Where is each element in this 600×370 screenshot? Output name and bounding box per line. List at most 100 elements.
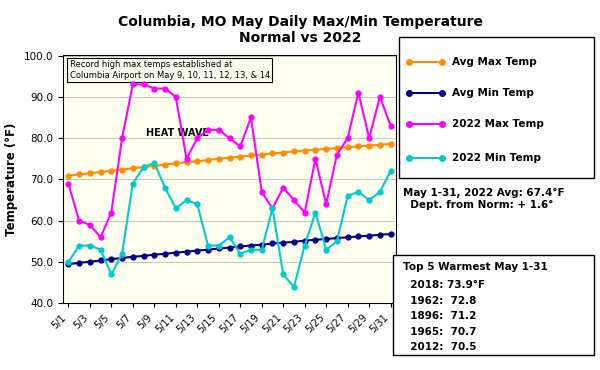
Text: 1962:  72.8: 1962: 72.8 bbox=[403, 296, 476, 306]
Avg Max Temp bbox=[269, 151, 276, 156]
2022 Min Temp bbox=[365, 198, 373, 202]
2022 Min Temp bbox=[183, 198, 190, 202]
2022 Min Temp bbox=[172, 206, 179, 211]
Avg Min Temp bbox=[118, 256, 125, 260]
FancyBboxPatch shape bbox=[399, 37, 594, 178]
2022 Max Temp bbox=[205, 128, 212, 132]
2022 Max Temp bbox=[161, 86, 169, 91]
2022 Min Temp bbox=[236, 252, 244, 256]
Avg Min Temp bbox=[355, 234, 362, 239]
Avg Max Temp bbox=[161, 162, 169, 167]
2022 Max Temp bbox=[129, 82, 136, 87]
Avg Max Temp bbox=[97, 170, 104, 174]
Avg Min Temp bbox=[334, 236, 341, 240]
2022 Min Temp bbox=[65, 260, 72, 264]
2022 Max Temp bbox=[334, 152, 341, 157]
Avg Min Temp bbox=[269, 241, 276, 246]
2022 Min Temp bbox=[151, 161, 158, 165]
Avg Max Temp bbox=[172, 161, 179, 165]
2022 Min Temp bbox=[194, 202, 201, 206]
Avg Max Temp bbox=[140, 165, 147, 169]
Avg Min Temp bbox=[205, 248, 212, 252]
2022 Max Temp bbox=[280, 185, 287, 190]
2022 Max Temp bbox=[258, 189, 265, 194]
Text: 2022 Min Temp: 2022 Min Temp bbox=[452, 153, 541, 163]
Avg Min Temp bbox=[151, 252, 158, 257]
Avg Max Temp bbox=[387, 142, 394, 146]
2022 Max Temp bbox=[76, 219, 83, 223]
Text: 1896:  71.2: 1896: 71.2 bbox=[403, 311, 476, 321]
2022 Max Temp bbox=[236, 144, 244, 149]
Text: Avg Max Temp: Avg Max Temp bbox=[452, 57, 536, 67]
Text: 2018: 73.9°F: 2018: 73.9°F bbox=[403, 280, 485, 290]
Avg Max Temp bbox=[334, 146, 341, 150]
2022 Max Temp bbox=[183, 157, 190, 161]
Line: Avg Max Temp: Avg Max Temp bbox=[66, 141, 393, 178]
Avg Min Temp bbox=[183, 249, 190, 254]
2022 Min Temp bbox=[76, 243, 83, 248]
Avg Min Temp bbox=[247, 243, 254, 248]
Avg Max Temp bbox=[312, 148, 319, 152]
Avg Max Temp bbox=[376, 142, 383, 147]
Avg Min Temp bbox=[387, 232, 394, 236]
2022 Max Temp bbox=[226, 136, 233, 140]
2022 Max Temp bbox=[365, 136, 373, 140]
2022 Min Temp bbox=[269, 206, 276, 211]
2022 Min Temp bbox=[334, 239, 341, 243]
Text: 1965:  70.7: 1965: 70.7 bbox=[403, 327, 476, 337]
Line: 2022 Max Temp: 2022 Max Temp bbox=[66, 82, 393, 240]
Avg Min Temp bbox=[226, 245, 233, 250]
2022 Max Temp bbox=[194, 136, 201, 140]
2022 Min Temp bbox=[301, 243, 308, 248]
Avg Max Temp bbox=[344, 145, 351, 149]
2022 Max Temp bbox=[86, 223, 94, 227]
Avg Max Temp bbox=[365, 143, 373, 148]
2022 Max Temp bbox=[215, 128, 223, 132]
Avg Min Temp bbox=[108, 257, 115, 262]
Avg Max Temp bbox=[247, 153, 254, 158]
Line: Avg Min Temp: Avg Min Temp bbox=[66, 232, 393, 266]
2022 Max Temp bbox=[323, 202, 330, 206]
2022 Max Temp bbox=[151, 86, 158, 91]
Avg Min Temp bbox=[161, 252, 169, 256]
2022 Min Temp bbox=[290, 285, 298, 289]
Avg Max Temp bbox=[323, 147, 330, 151]
Avg Max Temp bbox=[301, 148, 308, 153]
Avg Max Temp bbox=[280, 150, 287, 155]
Text: Columbia, MO May Daily Max/Min Temperature
Normal vs 2022: Columbia, MO May Daily Max/Min Temperatu… bbox=[118, 15, 482, 45]
2022 Max Temp bbox=[172, 95, 179, 99]
2022 Min Temp bbox=[376, 189, 383, 194]
Line: 2022 Min Temp: 2022 Min Temp bbox=[66, 161, 393, 289]
2022 Max Temp bbox=[247, 115, 254, 120]
Avg Min Temp bbox=[97, 258, 104, 263]
2022 Min Temp bbox=[312, 210, 319, 215]
Avg Max Temp bbox=[226, 155, 233, 160]
Avg Max Temp bbox=[86, 171, 94, 175]
Text: Top 5 Warmest May 1-31: Top 5 Warmest May 1-31 bbox=[403, 262, 548, 272]
Avg Min Temp bbox=[140, 254, 147, 258]
Avg Max Temp bbox=[205, 158, 212, 162]
Text: HEAT WAVE: HEAT WAVE bbox=[146, 128, 209, 138]
FancyBboxPatch shape bbox=[393, 255, 594, 355]
2022 Min Temp bbox=[215, 243, 223, 248]
2022 Max Temp bbox=[118, 136, 125, 140]
2022 Max Temp bbox=[140, 82, 147, 87]
Avg Max Temp bbox=[118, 167, 125, 172]
2022 Max Temp bbox=[290, 198, 298, 202]
Text: 2012:  70.5: 2012: 70.5 bbox=[403, 342, 476, 352]
2022 Min Temp bbox=[129, 181, 136, 186]
2022 Min Temp bbox=[205, 243, 212, 248]
Avg Min Temp bbox=[323, 237, 330, 241]
2022 Min Temp bbox=[161, 185, 169, 190]
2022 Min Temp bbox=[86, 243, 94, 248]
2022 Max Temp bbox=[65, 181, 72, 186]
2022 Max Temp bbox=[344, 136, 351, 140]
Text: May 1-31, 2022 Avg: 67.4°F
  Dept. from Norm: + 1.6°: May 1-31, 2022 Avg: 67.4°F Dept. from No… bbox=[403, 188, 565, 210]
2022 Max Temp bbox=[376, 95, 383, 99]
2022 Min Temp bbox=[344, 194, 351, 198]
2022 Max Temp bbox=[301, 210, 308, 215]
Avg Max Temp bbox=[236, 155, 244, 159]
Avg Min Temp bbox=[65, 262, 72, 266]
Avg Min Temp bbox=[194, 248, 201, 253]
Avg Max Temp bbox=[355, 144, 362, 149]
